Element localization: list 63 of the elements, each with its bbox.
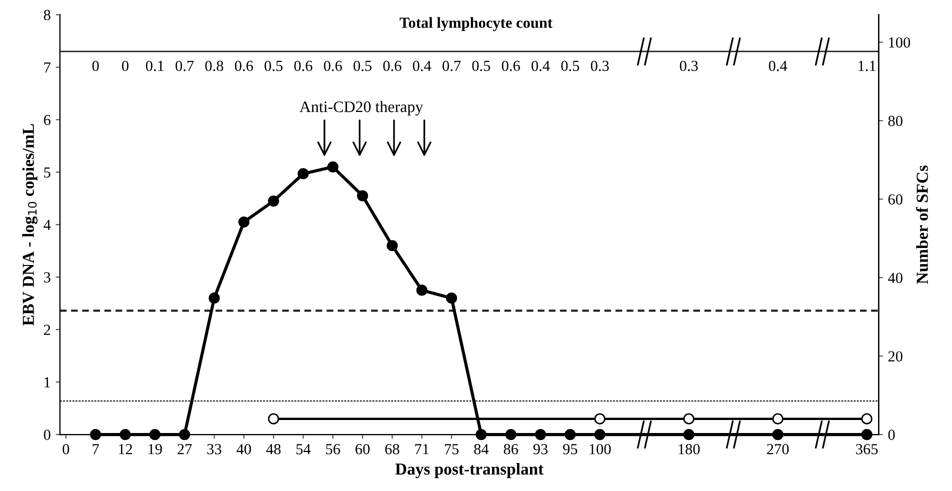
annotation: 0.4: [532, 60, 550, 72]
x-tick-label: 75: [444, 444, 459, 454]
annotation: 0.6: [383, 60, 402, 72]
annotation: 0.6: [294, 60, 312, 72]
y-tick-label: 5: [44, 167, 50, 178]
y-tick-label: 8: [44, 10, 50, 20]
annotation: 0.5: [354, 60, 372, 72]
x-tick-label: 33: [207, 444, 222, 454]
y2-tick-label: 60: [888, 194, 902, 205]
y-tick-label: 7: [44, 62, 51, 73]
x-tick-label: 270: [767, 444, 789, 454]
x-tick-label: 68: [385, 444, 400, 454]
x-tick-label: 27: [178, 444, 192, 454]
y2-tick-label: 40: [888, 272, 902, 284]
y-axis-title: EBV DNA - log$_{10}$ copies/mL: [22, 124, 38, 326]
y-tick-label: 6: [44, 114, 50, 126]
annotation: 0: [92, 60, 99, 72]
x-tick-label: 48: [266, 444, 281, 454]
y2-tick-label: 80: [888, 116, 902, 126]
annotation: 0.1: [146, 60, 164, 72]
annotation: 0.3: [590, 60, 609, 72]
annotation: 0.5: [472, 60, 490, 72]
annotation: 0.6: [502, 60, 520, 72]
annotation: Anti-CD20 therapy: [300, 100, 424, 116]
x-tick-label: 86: [504, 444, 518, 454]
x-tick-label: 7: [92, 444, 99, 454]
y-tick-label: 1: [44, 377, 50, 388]
annotation: 1.1: [858, 60, 876, 72]
x-tick-label: 12: [118, 444, 132, 454]
y2-axis-title: Number of SFCs: [916, 165, 928, 284]
x-tick-label: 71: [415, 444, 429, 454]
x-tick-label: 100: [590, 444, 611, 454]
chart-title: Total lymphocyte count: [400, 17, 552, 32]
x-tick-label: 40: [236, 444, 251, 454]
x-tick-label: 180: [678, 444, 700, 454]
y2-tick-label: 100: [889, 37, 910, 48]
x-tick-label: 54: [296, 444, 311, 454]
annotation: 0.3: [680, 60, 698, 72]
x-tick-label: 56: [326, 444, 340, 454]
x-tick-label: 93: [533, 444, 548, 454]
x-tick-label: 60: [356, 444, 370, 454]
x-tick-label: 84: [474, 444, 489, 454]
y2-tick-label: 20: [888, 351, 902, 362]
y-tick-label: 2: [44, 324, 50, 335]
annotation: 0.5: [561, 60, 580, 72]
y2-tick-label: 0: [888, 430, 895, 440]
annotation: 0.7: [442, 60, 461, 72]
annotation: 0.6: [234, 60, 253, 72]
x-tick-label: 365: [856, 444, 878, 454]
x-tick-label: 0: [62, 444, 70, 454]
annotation: 0: [122, 60, 128, 72]
x-axis-title: Days post-transplant: [395, 462, 544, 478]
annotation: 0.7: [176, 60, 194, 72]
y-tick-label: 4: [44, 220, 51, 230]
annotation: 0.8: [205, 60, 224, 72]
annotation: 0.4: [412, 60, 432, 72]
x-tick-label: 19: [148, 444, 162, 454]
y-tick-label: 3: [44, 272, 50, 283]
y-tick-label: 0: [44, 430, 50, 440]
annotation: 0.4: [768, 60, 788, 72]
annotation: 0.6: [324, 60, 342, 72]
annotation: 0.5: [264, 60, 283, 72]
x-tick-label: 95: [563, 444, 578, 454]
